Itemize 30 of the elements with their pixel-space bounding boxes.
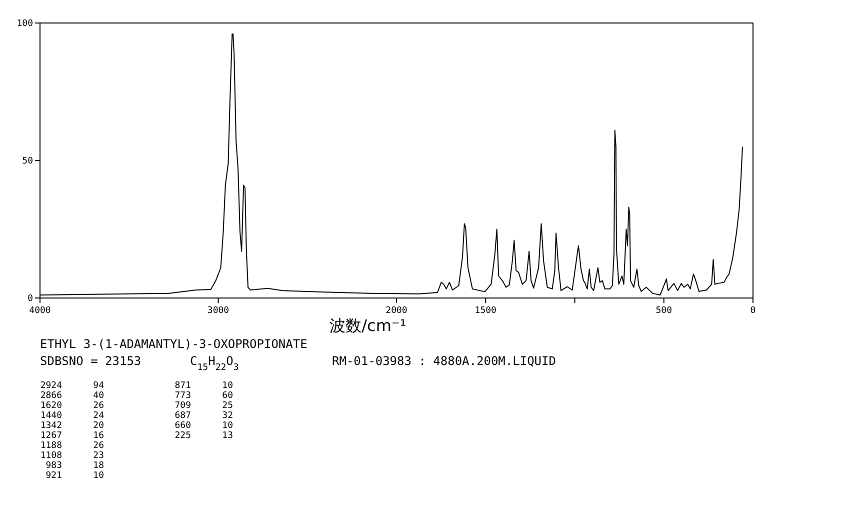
text: 1267 16 bbox=[40, 431, 104, 441]
x-tick-label: 2000 bbox=[386, 306, 408, 316]
text: 1620 26 bbox=[40, 401, 104, 411]
text: ETHYL 3-(1-ADAMANTYL)-3-OXOPROPIONATE bbox=[40, 337, 308, 351]
text: 1108 23 bbox=[40, 451, 104, 461]
text: 773 60 bbox=[174, 391, 233, 401]
text: 871 10 bbox=[174, 381, 233, 391]
x-tick-label: 1500 bbox=[474, 306, 496, 316]
x-tick-label: 500 bbox=[656, 306, 672, 316]
text: 1188 26 bbox=[40, 441, 104, 451]
y-tick-label: 100 bbox=[16, 19, 33, 29]
text: 1440 24 bbox=[40, 411, 104, 421]
text: 1342 20 bbox=[40, 421, 104, 431]
text: 921 10 bbox=[46, 471, 104, 481]
x-tick-label: 0 bbox=[750, 306, 756, 316]
text: C$_{15}$H$_{22}$O$_{3}$ bbox=[190, 354, 239, 373]
text: 2924 94 bbox=[40, 381, 104, 391]
text: 687 32 bbox=[174, 411, 233, 421]
x-axis-title: 波数/cm⁻¹ bbox=[330, 316, 406, 335]
text: SDBSNO = 23153 bbox=[40, 354, 142, 368]
text: 660 10 bbox=[174, 421, 233, 431]
text: 709 25 bbox=[174, 401, 233, 411]
text: 983 18 bbox=[46, 461, 104, 471]
x-tick-label: 4000 bbox=[29, 306, 51, 316]
text: RM-01-03983 : 4880A.200M.LIQUID bbox=[332, 354, 556, 368]
y-tick-label: 0 bbox=[28, 294, 33, 304]
y-tick-label: 50 bbox=[22, 156, 33, 166]
text: 225 13 bbox=[174, 431, 233, 441]
text: 2866 40 bbox=[40, 391, 104, 401]
x-tick-label: 3000 bbox=[207, 306, 230, 316]
